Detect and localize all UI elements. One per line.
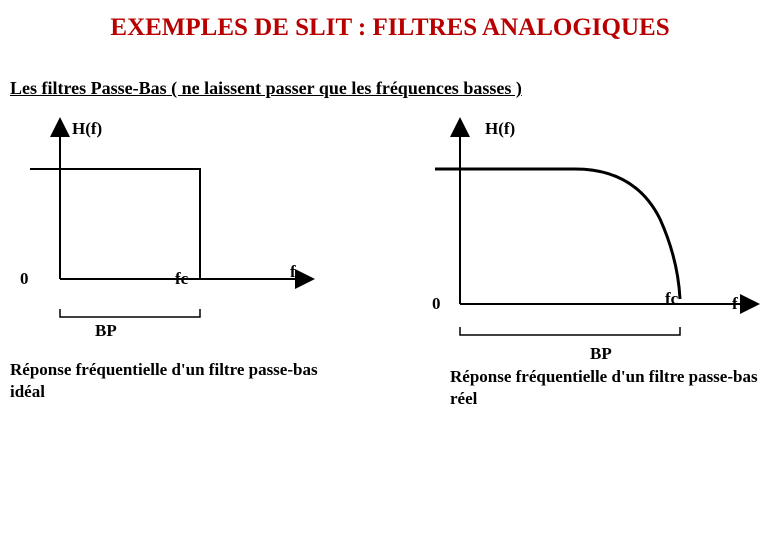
right-f-label: f — [732, 294, 738, 314]
right-caption: Réponse fréquentielle d'un filtre passe-… — [450, 366, 758, 410]
left-caption: Réponse fréquentielle d'un filtre passe-… — [10, 359, 318, 403]
right-origin-label: 0 — [432, 294, 441, 314]
right-fc-label: fc — [665, 289, 678, 309]
ideal-filter-plot — [0, 109, 360, 359]
left-y-axis-label: H(f) — [72, 119, 102, 139]
subtitle-underlined: Les filtres Passe-Bas — [10, 78, 167, 98]
left-fc-label: fc — [175, 269, 188, 289]
right-bp-label: BP — [590, 344, 612, 364]
right-y-axis-label: H(f) — [485, 119, 515, 139]
diagram-stage: H(f) 0 fc f BP Réponse fréquentielle d'u… — [0, 99, 780, 519]
left-f-label: f — [290, 262, 296, 282]
real-filter-plot — [400, 109, 780, 369]
left-bp-label: BP — [95, 321, 117, 341]
subtitle-rest: ( ne laissent passer que les fréquences … — [167, 78, 522, 98]
left-origin-label: 0 — [20, 269, 29, 289]
section-subtitle: Les filtres Passe-Bas ( ne laissent pass… — [0, 42, 780, 99]
page-title: EXEMPLES DE SLIT : FILTRES ANALOGIQUES — [0, 0, 780, 42]
